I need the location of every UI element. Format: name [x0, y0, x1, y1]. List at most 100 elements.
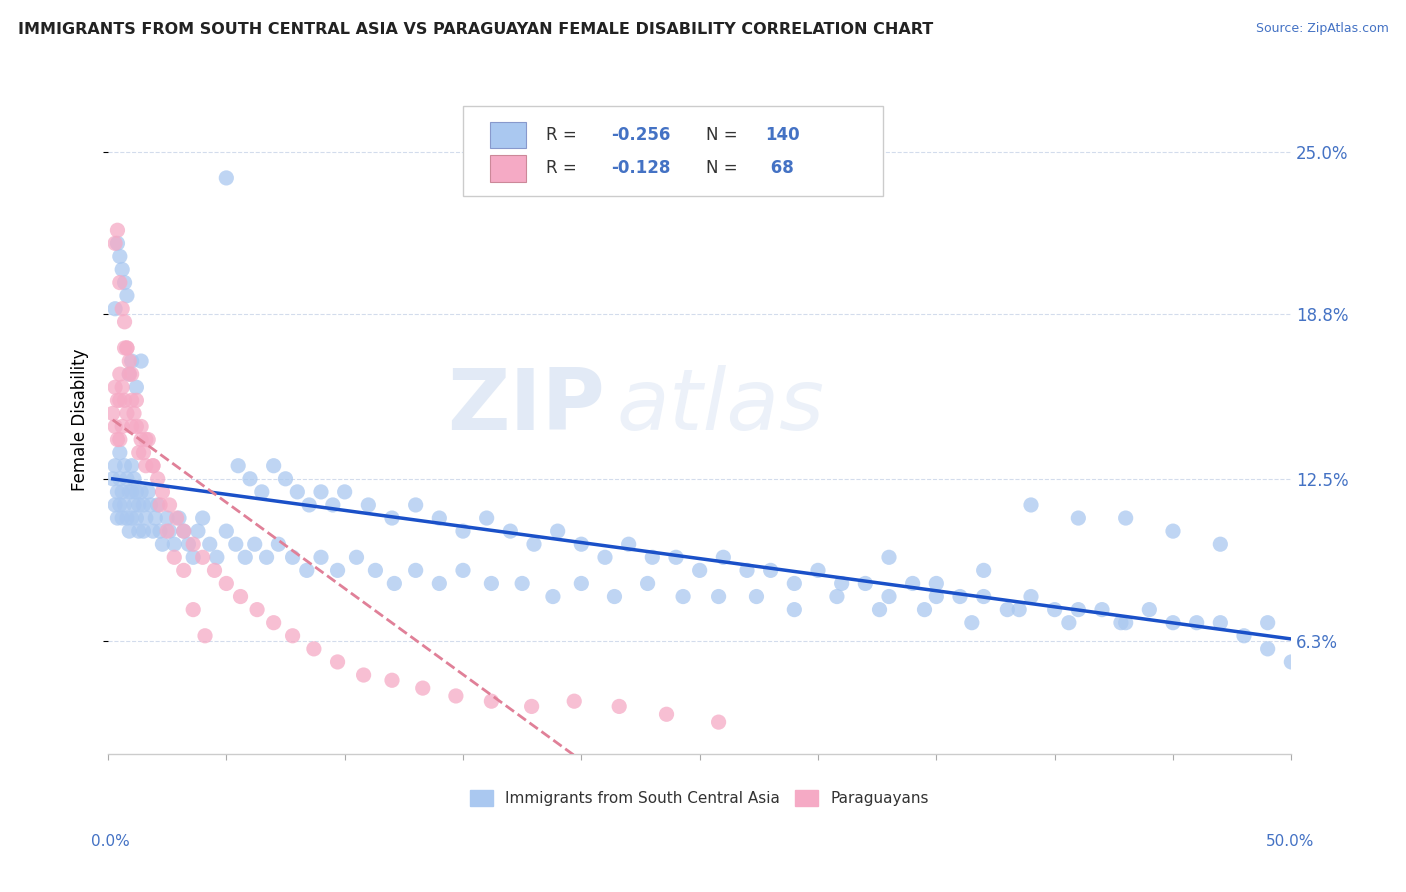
Point [309, 484, 332, 499]
Point [1019, 590, 1042, 604]
Point [143, 511, 166, 525]
Point [118, 367, 141, 381]
Point [759, 563, 782, 577]
Point [125, 380, 148, 394]
Point [107, 511, 129, 525]
Point [267, 537, 290, 551]
Point [925, 576, 948, 591]
Point [1115, 511, 1137, 525]
Point [108, 249, 131, 263]
Point [593, 550, 616, 565]
Point [146, 472, 169, 486]
Point [108, 498, 131, 512]
Point [156, 511, 179, 525]
Point [672, 590, 695, 604]
Point [831, 576, 853, 591]
Point [135, 433, 157, 447]
Point [326, 655, 349, 669]
Point [707, 715, 730, 730]
Point [226, 458, 249, 473]
Point [121, 367, 143, 381]
Point [204, 563, 226, 577]
Point [187, 524, 209, 538]
Point [302, 641, 325, 656]
Text: 68: 68 [765, 160, 793, 178]
Point [1257, 615, 1279, 630]
Point [132, 498, 155, 512]
Point [114, 393, 136, 408]
Point [298, 498, 321, 512]
Point [108, 276, 131, 290]
Point [405, 563, 427, 577]
Point [479, 576, 502, 591]
Point [1233, 629, 1256, 643]
Point [914, 602, 936, 616]
Point [111, 301, 134, 316]
Point [129, 484, 152, 499]
Y-axis label: Female Disability: Female Disability [72, 349, 89, 491]
Point [281, 629, 304, 643]
Point [541, 590, 564, 604]
Point [121, 419, 143, 434]
Point [152, 537, 174, 551]
Point [121, 354, 143, 368]
Legend: Immigrants from South Central Asia, Paraguayans: Immigrants from South Central Asia, Para… [464, 784, 935, 813]
Point [177, 537, 200, 551]
Point [263, 458, 285, 473]
Point [159, 524, 181, 538]
Point [405, 498, 427, 512]
Point [104, 301, 127, 316]
Point [107, 236, 129, 251]
Point [617, 537, 640, 551]
FancyBboxPatch shape [463, 106, 883, 196]
Point [1067, 511, 1090, 525]
Text: -0.256: -0.256 [612, 126, 671, 145]
Point [111, 380, 134, 394]
Point [285, 484, 308, 499]
Point [1067, 602, 1090, 616]
Point [256, 550, 278, 565]
Point [101, 472, 124, 486]
Point [745, 590, 768, 604]
Point [689, 563, 711, 577]
Point [191, 511, 214, 525]
Point [108, 472, 131, 486]
Point [107, 433, 129, 447]
Point [246, 602, 269, 616]
Text: N =: N = [706, 126, 742, 145]
Point [960, 615, 983, 630]
Point [159, 498, 181, 512]
Point [295, 563, 318, 577]
Point [122, 406, 145, 420]
Point [641, 550, 664, 565]
Point [108, 445, 131, 459]
Point [1185, 615, 1208, 630]
Text: Source: ZipAtlas.com: Source: ZipAtlas.com [1256, 22, 1389, 36]
Point [1091, 602, 1114, 616]
Point [949, 590, 972, 604]
Point [194, 629, 217, 643]
Point [326, 563, 349, 577]
Point [333, 484, 356, 499]
Point [108, 433, 131, 447]
Text: atlas: atlas [617, 365, 825, 448]
Point [111, 511, 134, 525]
Point [121, 393, 143, 408]
Text: IMMIGRANTS FROM SOUTH CENTRAL ASIA VS PARAGUAYAN FEMALE DISABILITY CORRELATION C: IMMIGRANTS FROM SOUTH CENTRAL ASIA VS PA… [18, 22, 934, 37]
Point [1109, 615, 1132, 630]
Point [173, 563, 195, 577]
Point [783, 602, 806, 616]
Point [520, 699, 543, 714]
Point [1115, 615, 1137, 630]
Point [607, 699, 630, 714]
Point [118, 524, 141, 538]
Point [142, 458, 165, 473]
Point [243, 537, 266, 551]
Point [281, 550, 304, 565]
Point [152, 484, 174, 499]
Point [132, 524, 155, 538]
Point [451, 524, 474, 538]
Point [309, 550, 332, 565]
Point [995, 602, 1018, 616]
Point [191, 550, 214, 565]
